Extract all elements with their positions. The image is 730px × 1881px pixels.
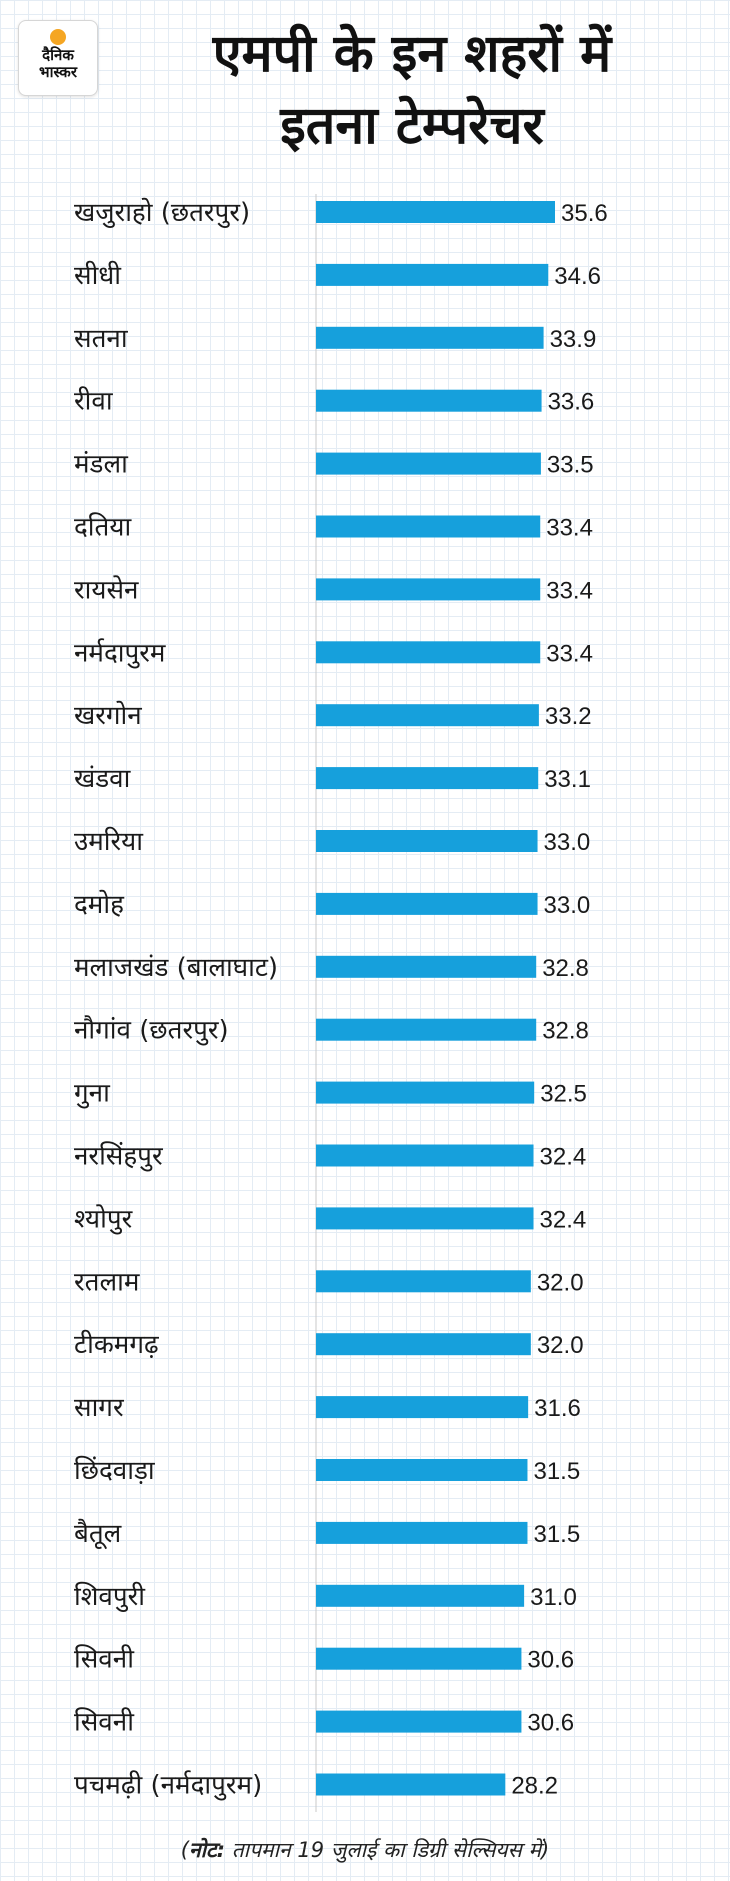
category-label: रीवा [74, 386, 114, 417]
value-label: 35.6 [561, 200, 608, 227]
category-label: नरसिंहपुर [74, 1141, 164, 1172]
bar [316, 1018, 537, 1041]
value-label: 33.0 [544, 892, 591, 919]
category-label: टीकमगढ़ [74, 1329, 159, 1360]
category-label: नर्मदापुरम [74, 637, 166, 668]
bar [316, 1773, 506, 1796]
value-label: 32.8 [542, 1018, 589, 1045]
value-label: 32.0 [537, 1332, 584, 1359]
category-label: पचमढ़ी (नर्मदापुरम) [74, 1770, 262, 1801]
bar [316, 1333, 531, 1356]
value-label: 32.4 [540, 1206, 587, 1233]
category-label: श्योपुर [74, 1203, 134, 1234]
bar [316, 1081, 535, 1104]
category-label: रायसेन [74, 574, 139, 605]
bar [316, 515, 541, 538]
chart-title-line-1: एमपी के इन शहरों में [212, 24, 612, 84]
category-label: दमोह [74, 889, 125, 920]
brand-logo: दैनिक भास्कर [18, 20, 98, 96]
value-label: 31.5 [533, 1458, 580, 1485]
bar [316, 1521, 528, 1544]
category-label: सीधी [74, 260, 122, 291]
chart-title-line-2: इतना टेम्परेचर [280, 96, 544, 156]
bar [316, 830, 538, 852]
category-label: खरगोन [74, 700, 142, 731]
logo-line-1: दैनिक [42, 46, 74, 64]
bar [316, 1396, 529, 1419]
chart-title: एमपी के इन शहरों में इतना टेम्परेचर [112, 18, 712, 162]
bar [316, 641, 541, 664]
bar [316, 452, 541, 475]
category-label: खजुराहो (छतरपुर) [74, 197, 250, 228]
category-label: नौगांव (छतरपुर) [74, 1015, 229, 1046]
category-label: उमरिया [74, 826, 144, 857]
bar [316, 704, 539, 727]
footnote-text: तापमान 19 जुलाई का डिग्री सेल्सियस में [231, 1838, 542, 1862]
category-label: छिंदवाड़ा [74, 1455, 156, 1486]
value-label: 33.2 [545, 703, 592, 730]
category-label: मलाजखंड (बालाघाट) [74, 953, 278, 983]
value-label: 32.4 [540, 1144, 587, 1171]
bar [316, 1270, 531, 1293]
value-label: 34.6 [554, 263, 601, 290]
value-label: 33.9 [550, 326, 597, 353]
value-label: 33.4 [546, 640, 593, 667]
bar [316, 578, 541, 601]
value-label: 30.6 [527, 1710, 574, 1737]
value-label: 33.0 [544, 829, 591, 856]
bar [316, 892, 538, 915]
bar [316, 1647, 522, 1670]
value-label: 33.1 [544, 766, 591, 793]
value-label: 33.4 [546, 515, 593, 542]
value-label: 31.5 [533, 1521, 580, 1548]
category-label: मंडला [74, 450, 129, 480]
value-label: 32.5 [540, 1081, 587, 1108]
bar [316, 1584, 525, 1607]
logo-line-2: भास्कर [39, 63, 77, 81]
bar [316, 326, 544, 349]
category-label: सागर [74, 1393, 125, 1423]
category-label: सिवनी [74, 1644, 135, 1675]
category-label: शिवपुरी [74, 1581, 146, 1612]
bar [316, 1459, 528, 1481]
bar [316, 389, 542, 412]
category-label: दतिया [74, 512, 132, 543]
value-label: 32.0 [537, 1269, 584, 1296]
value-label: 30.6 [527, 1647, 574, 1674]
value-label: 32.8 [542, 955, 589, 982]
sun-icon [50, 29, 66, 45]
footnote-label: नोट: [188, 1838, 226, 1862]
value-label: 28.2 [511, 1773, 558, 1800]
bar [316, 1207, 534, 1230]
bar [316, 263, 549, 286]
footnote: (नोट: तापमान 19 जुलाई का डिग्री सेल्सियस… [180, 1838, 550, 1862]
category-label: गुना [74, 1079, 111, 1109]
value-label: 33.4 [546, 577, 593, 604]
value-label: 31.0 [530, 1584, 577, 1611]
category-label: बैतूल [74, 1518, 122, 1550]
category-label: रतलाम [74, 1267, 140, 1297]
bar [316, 201, 555, 223]
bar [316, 1710, 522, 1733]
value-label: 33.5 [547, 452, 594, 479]
value-label: 33.6 [548, 389, 595, 416]
bar [316, 767, 539, 790]
category-label: खंडवा [74, 764, 132, 794]
bar [316, 1144, 534, 1167]
bar [316, 955, 537, 978]
category-label: सिवनी [74, 1707, 135, 1738]
category-label: सतना [74, 324, 129, 354]
value-label: 31.6 [534, 1395, 581, 1422]
